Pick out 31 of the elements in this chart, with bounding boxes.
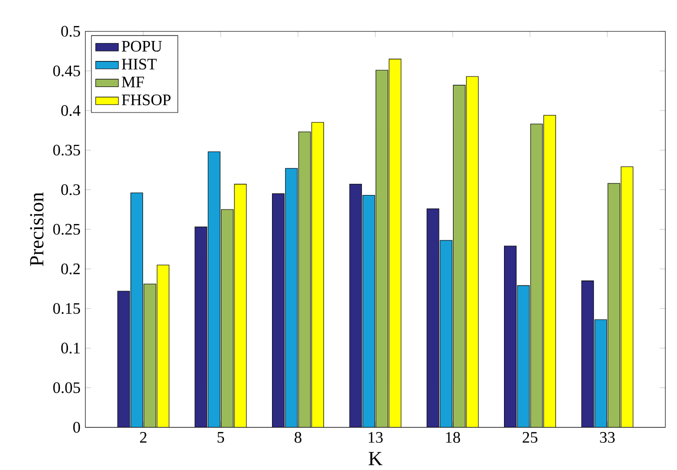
x-tick-label: 33: [600, 432, 615, 443]
y-tick-label: 0: [73, 422, 80, 433]
y-tick-label: 0.05: [53, 382, 80, 394]
y-tick-label: 0.15: [53, 303, 80, 314]
legend-label: MF: [122, 76, 144, 88]
x-axis-title: K: [368, 452, 382, 466]
y-tick-label: 0.3: [61, 184, 80, 196]
x-tick-label: 18: [446, 432, 460, 443]
bar: [311, 122, 324, 428]
x-tick-label: 13: [368, 432, 383, 443]
y-tick-label: 0.5: [61, 26, 80, 37]
x-tick-label: 8: [294, 432, 302, 443]
y-tick-label: 0.35: [53, 144, 80, 156]
bar: [466, 76, 479, 428]
legend-label: FHSOP: [122, 94, 171, 106]
bar: [388, 58, 402, 428]
bar: [234, 184, 247, 428]
y-tick-label: 0.45: [53, 65, 80, 76]
y-axis-title: Precision: [30, 192, 44, 266]
y-tick-label: 0.2: [61, 263, 80, 274]
x-tick-label: 5: [218, 432, 224, 443]
y-tick-label: 0.1: [61, 342, 80, 354]
x-tick-label: 2: [140, 432, 146, 443]
y-tick-label: 0.25: [53, 224, 80, 235]
legend-label: POPU: [122, 40, 162, 52]
bar: [156, 264, 170, 428]
bar: [620, 166, 634, 428]
y-tick-label: 0.4: [61, 105, 80, 116]
legend-label: HIST: [122, 58, 157, 70]
x-tick-label: 25: [522, 432, 538, 443]
bar: [543, 115, 556, 428]
